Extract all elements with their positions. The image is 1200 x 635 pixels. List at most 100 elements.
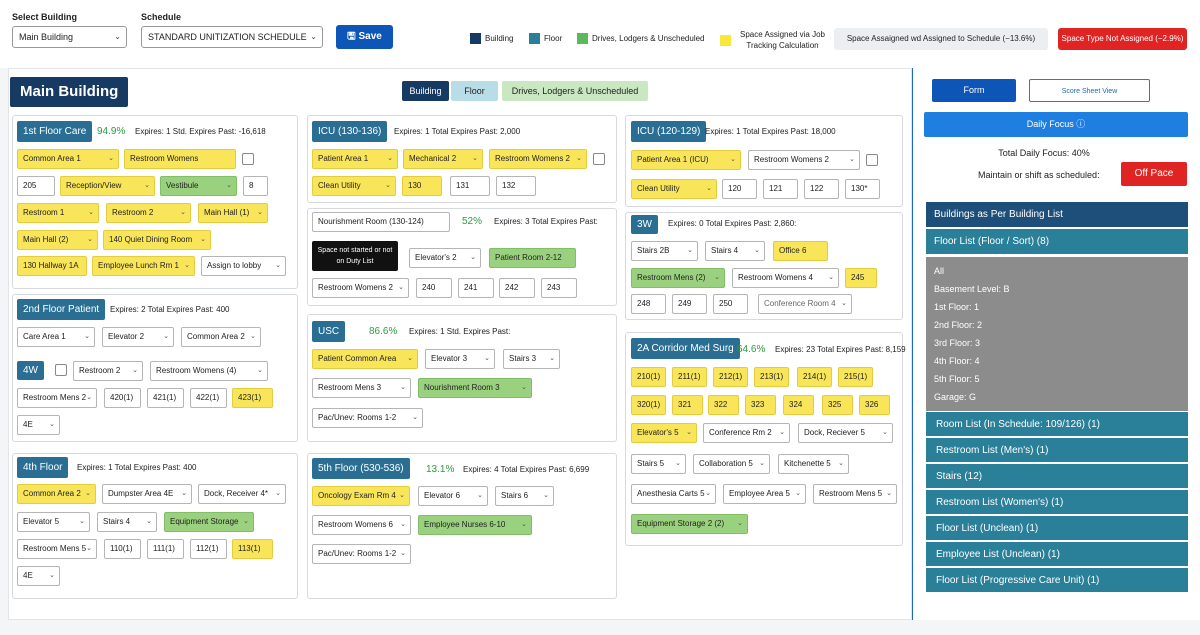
floor-option[interactable]: Garage: G: [934, 392, 977, 402]
space-chip[interactable]: Restroom Womens 2 ⌄: [748, 150, 860, 170]
list-item[interactable]: Employee List (Unclean) (1): [926, 542, 1188, 567]
space-chip[interactable]: Patient Area 1 ⌄: [312, 149, 398, 169]
room-chip[interactable]: 320(1): [631, 395, 666, 415]
floor-option[interactable]: 5th Floor: 5: [934, 374, 980, 384]
space-chip[interactable]: Equipment Storage ⌄: [164, 512, 254, 532]
room-chip[interactable]: 422(1): [190, 388, 227, 408]
space-chip[interactable]: Main Hall (1) ⌄: [198, 203, 268, 223]
room-chip[interactable]: 211(1): [672, 367, 707, 387]
room-chip[interactable]: 113(1): [232, 539, 273, 559]
floor-option[interactable]: 3rd Floor: 3: [934, 338, 981, 348]
space-chip[interactable]: Dock, Receiver 4* ⌄: [198, 484, 286, 504]
save-button[interactable]: 🖫 Save: [336, 25, 393, 49]
room-chip[interactable]: 243: [541, 278, 577, 298]
room-chip[interactable]: 121: [763, 179, 798, 199]
room-chip[interactable]: 325: [822, 395, 853, 415]
room-chip[interactable]: 110(1): [104, 539, 141, 559]
space-chip[interactable]: 130 Hallway 1A: [17, 256, 87, 276]
room-chip[interactable]: 321: [672, 395, 703, 415]
space-chip[interactable]: Equipment Storage 2 (2) ⌄: [631, 514, 748, 534]
schedule-select[interactable]: STANDARD UNITIZATION SCHEDULE ⌄: [141, 26, 323, 48]
space-chip[interactable]: Conference Room 4 ⌄: [758, 294, 852, 314]
room-chip[interactable]: 242: [499, 278, 535, 298]
space-chip[interactable]: Stairs 3 ⌄: [503, 349, 560, 369]
list-item[interactable]: Restroom List (Men's) (1): [926, 438, 1188, 463]
space-chip[interactable]: Restroom Womens 6 ⌄: [312, 515, 411, 535]
room-chip[interactable]: 245: [845, 268, 877, 288]
room-chip[interactable]: 122: [804, 179, 839, 199]
form-button[interactable]: Form: [932, 79, 1016, 102]
space-chip[interactable]: Collaboration 5 ⌄: [693, 454, 770, 474]
space-chip[interactable]: Elevator 6 ⌄: [418, 486, 488, 506]
space-chip[interactable]: Mechanical 2 ⌄: [403, 149, 483, 169]
space-chip[interactable]: Stairs 2B ⌄: [631, 241, 698, 261]
floor-option[interactable]: 4th Floor: 4: [934, 356, 980, 366]
room-chip[interactable]: 326: [859, 395, 890, 415]
space-chip[interactable]: Stairs 5 ⌄: [631, 454, 686, 474]
room-chip[interactable]: 423(1): [232, 388, 273, 408]
space-chip[interactable]: Restroom Mens (2) ⌄: [631, 268, 725, 288]
space-chip[interactable]: Dumpster Area 4E ⌄: [102, 484, 192, 504]
floor-option[interactable]: Basement Level: B: [934, 284, 1010, 294]
space-chip[interactable]: Restroom 2 ⌄: [73, 361, 143, 381]
room-chip[interactable]: 8: [243, 176, 268, 196]
space-chip[interactable]: Reception/View ⌄: [60, 176, 155, 196]
space-chip[interactable]: Restroom Womens 2 ⌄: [312, 278, 409, 298]
room-chip[interactable]: 131: [450, 176, 490, 196]
space-chip[interactable]: Common Area 1 ⌄: [17, 149, 119, 169]
space-chip[interactable]: Elevator 5 ⌄: [17, 512, 90, 532]
space-chip[interactable]: Restroom 2 ⌄: [106, 203, 191, 223]
space-chip[interactable]: Restroom Womens 2 ⌄: [489, 149, 587, 169]
panel-title-select[interactable]: Nourishment Room (130-124): [312, 212, 450, 232]
list-item[interactable]: Stairs (12): [926, 464, 1188, 489]
space-chip[interactable]: Common Area 2 ⌄: [17, 484, 96, 504]
floor-option[interactable]: All: [934, 266, 945, 276]
room-chip[interactable]: 130*: [845, 179, 880, 199]
room-chip[interactable]: 214(1): [797, 367, 832, 387]
space-chip[interactable]: Stairs 4 ⌄: [705, 241, 765, 261]
checkbox[interactable]: [55, 364, 67, 376]
room-chip[interactable]: 420(1): [104, 388, 141, 408]
space-chip[interactable]: Restroom 1 ⌄: [17, 203, 99, 223]
list-item[interactable]: Floor List (Floor / Sort) (8): [926, 229, 1188, 255]
assign-select[interactable]: Assign to lobby ⌄: [201, 256, 286, 276]
room-chip[interactable]: 215(1): [838, 367, 873, 387]
space-chip[interactable]: Restroom Womens: [124, 149, 236, 169]
space-chip[interactable]: Anesthesia Carts 5 ⌄: [631, 484, 716, 504]
floor-tag[interactable]: 4W: [17, 361, 44, 380]
room-chip[interactable]: 248: [631, 294, 666, 314]
space-chip[interactable]: Restroom Mens 5 ⌄: [813, 484, 897, 504]
space-chip[interactable]: Conference Rm 2 ⌄: [703, 423, 790, 443]
list-item[interactable]: Floor List (Unclean) (1): [926, 516, 1188, 541]
space-chip[interactable]: Stairs 6 ⌄: [495, 486, 554, 506]
space-chip[interactable]: Restroom Mens 2 ⌄: [17, 388, 97, 408]
space-chip[interactable]: Clean Utility ⌄: [312, 176, 396, 196]
space-chip[interactable]: Elevator 2 ⌄: [102, 327, 174, 347]
space-chip[interactable]: Care Area 1 ⌄: [17, 327, 95, 347]
space-chip[interactable]: Elevator's 5 ⌄: [631, 423, 697, 443]
space-chip[interactable]: Restroom Womens (4) ⌄: [150, 361, 268, 381]
space-chip[interactable]: 4E ⌄: [17, 566, 60, 586]
space-chip[interactable]: Elevator's 2 ⌄: [409, 248, 481, 268]
space-chip[interactable]: Main Hall (2) ⌄: [17, 230, 98, 250]
room-chip[interactable]: 249: [672, 294, 707, 314]
space-chip[interactable]: Oncology Exam Rm 4 ⌄: [312, 486, 410, 506]
space-chip[interactable]: Patient Room 2-12: [489, 248, 576, 268]
space-chip[interactable]: Elevator 3 ⌄: [425, 349, 495, 369]
room-chip[interactable]: 241: [458, 278, 494, 298]
room-chip[interactable]: 324: [783, 395, 814, 415]
space-chip[interactable]: 4E ⌄: [17, 415, 60, 435]
room-chip[interactable]: 421(1): [147, 388, 184, 408]
room-chip[interactable]: 205: [17, 176, 55, 196]
space-chip[interactable]: Restroom Womens 4 ⌄: [732, 268, 839, 288]
space-chip[interactable]: Employee Lunch Rm 1 ⌄: [92, 256, 195, 276]
space-chip[interactable]: Patient Common Area ⌄: [312, 349, 418, 369]
list-item[interactable]: Room List (In Schedule: 109/126) (1): [926, 412, 1188, 437]
room-chip[interactable]: 132: [496, 176, 536, 196]
space-chip[interactable]: Employee Nurses 6-10 ⌄: [418, 515, 532, 535]
space-chip[interactable]: Patient Area 1 (ICU) ⌄: [631, 150, 741, 170]
space-chip[interactable]: Pac/Unev: Rooms 1-2 ⌄: [312, 408, 423, 428]
space-chip[interactable]: 140 Quiet Dining Room ⌄: [103, 230, 211, 250]
space-chip[interactable]: Nourishment Room 3 ⌄: [418, 378, 532, 398]
checkbox[interactable]: [593, 153, 605, 165]
